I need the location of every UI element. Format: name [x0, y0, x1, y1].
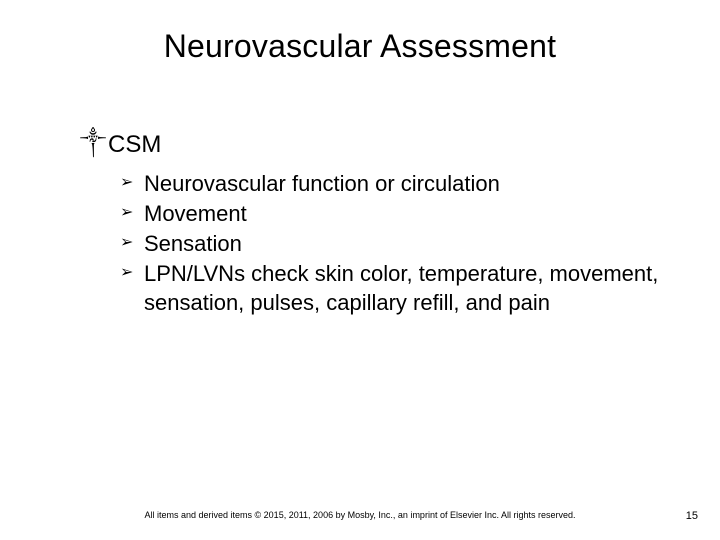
copyright-footer: All items and derived items © 2015, 2011…: [0, 510, 720, 520]
slide-body: ༒ CSM ➢ Neurovascular function or circul…: [80, 130, 660, 319]
list-item: ➢ LPN/LVNs check skin color, temperature…: [120, 260, 660, 316]
list-item: ➢ Neurovascular function or circulation: [120, 170, 660, 198]
bullet-level2-icon: ➢: [120, 260, 144, 283]
list-item-text: Sensation: [144, 230, 660, 258]
bullet-level2-icon: ➢: [120, 170, 144, 193]
list-item: ➢ Movement: [120, 200, 660, 228]
list-item: ༒ CSM: [80, 130, 660, 160]
list-item-text: CSM: [108, 130, 161, 160]
sub-list: ➢ Neurovascular function or circulation …: [120, 170, 660, 317]
page-number: 15: [686, 510, 698, 522]
list-item-text: Movement: [144, 200, 660, 228]
bullet-level1-icon: ༒: [80, 130, 108, 155]
bullet-level2-icon: ➢: [120, 200, 144, 223]
slide-title: Neurovascular Assessment: [0, 28, 720, 65]
bullet-level2-icon: ➢: [120, 230, 144, 253]
list-item-text: Neurovascular function or circulation: [144, 170, 660, 198]
slide: Neurovascular Assessment ༒ CSM ➢ Neurova…: [0, 0, 720, 540]
list-item: ➢ Sensation: [120, 230, 660, 258]
list-item-text: LPN/LVNs check skin color, temperature, …: [144, 260, 660, 316]
